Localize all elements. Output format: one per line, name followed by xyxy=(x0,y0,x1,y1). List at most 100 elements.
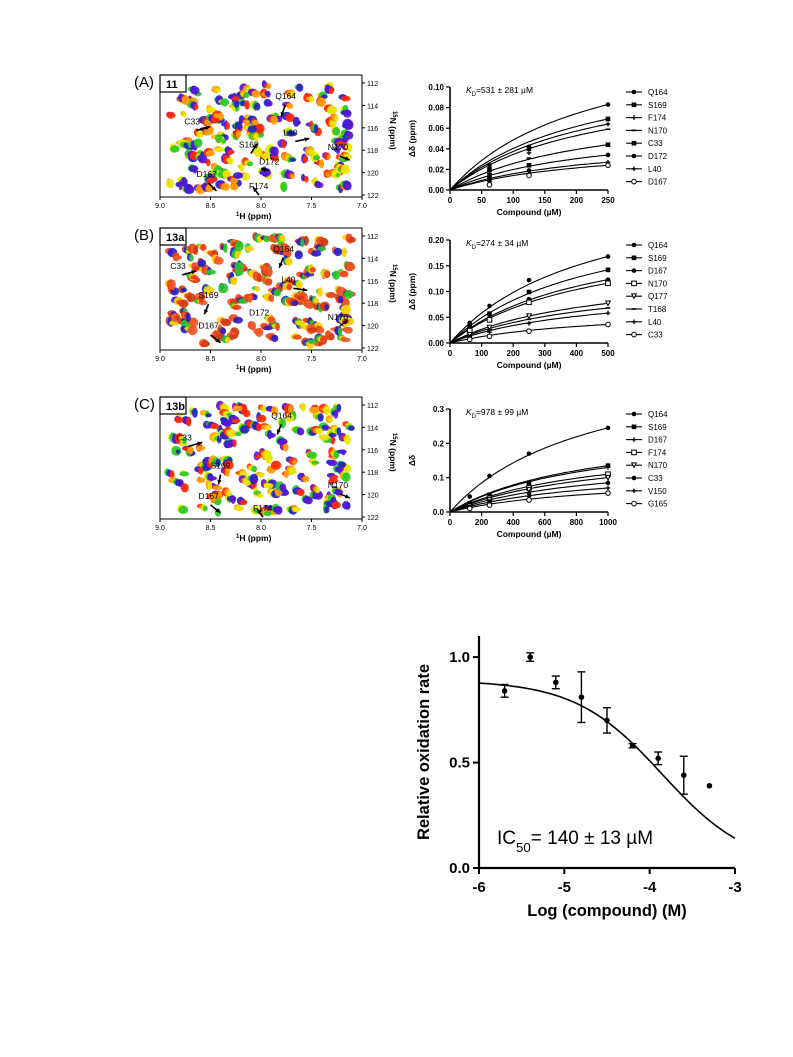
hsqc-peak xyxy=(271,146,279,157)
data-point xyxy=(526,289,532,295)
data-point xyxy=(486,502,493,508)
hsqc-peak xyxy=(275,322,280,331)
hsqc-peak xyxy=(235,431,242,437)
x-tick-label: 200 xyxy=(570,196,584,205)
legend-label: Q164 xyxy=(648,88,668,97)
hsqc-peak xyxy=(333,247,342,257)
legend-marker xyxy=(631,319,637,325)
data-point xyxy=(605,321,611,328)
hsqc-peaks xyxy=(164,400,355,517)
hsqc-peak xyxy=(343,434,351,445)
hsqc-peak xyxy=(230,495,236,504)
hsqc-peak xyxy=(279,483,287,493)
panel-label: (A) xyxy=(134,74,154,91)
x-tick-label: 8.5 xyxy=(206,203,216,210)
residue-label: C33 xyxy=(184,116,200,126)
hsqc-peak xyxy=(290,90,295,98)
hsqc-peak xyxy=(254,123,265,134)
residue-label: N170 xyxy=(328,480,349,490)
x-tick-label: -6 xyxy=(472,879,485,896)
y-axis-label-part: 15 xyxy=(391,111,397,118)
hsqc-peak xyxy=(311,460,320,465)
hsqc-peak xyxy=(273,288,281,297)
fit-curve xyxy=(449,128,609,191)
y-tick-label: 0.00 xyxy=(428,186,444,195)
residue-label: D172 xyxy=(259,157,280,167)
hsqc-peak xyxy=(267,432,276,438)
hsqc-peak xyxy=(315,428,323,435)
data-point xyxy=(605,490,611,496)
legend-marker xyxy=(631,102,637,108)
legend-marker xyxy=(631,500,637,507)
x-tick-label: 400 xyxy=(570,349,584,358)
hsqc-peak xyxy=(333,409,339,419)
hsqc-peak xyxy=(240,499,248,505)
data-point xyxy=(604,474,612,482)
hsqc-peak xyxy=(318,159,325,169)
x-tick-label: 7.0 xyxy=(357,356,367,363)
hsqc-peak xyxy=(239,403,248,414)
hsqc-peak xyxy=(347,236,357,243)
hsqc-peak xyxy=(327,459,338,467)
hsqc-peak xyxy=(270,115,279,125)
hsqc-peak xyxy=(193,245,199,255)
y-tick-label: 0.04 xyxy=(428,145,444,154)
ic50-plot: -6 -5 -4 -3 0.0 0.5 1.0 Log (compound) (M) Relat… xyxy=(415,636,742,920)
legend-marker xyxy=(631,255,637,261)
y-tick-label: 0.5 xyxy=(449,755,470,772)
legend-label: D167 xyxy=(648,178,668,187)
y-axis-label-part: N (ppm) xyxy=(388,440,398,472)
legend-marker xyxy=(631,89,637,95)
hsqc-peak xyxy=(280,181,288,193)
data-point xyxy=(487,174,492,179)
x-tick-label: 9.0 xyxy=(155,203,165,210)
y-tick-label: 0.10 xyxy=(428,288,444,297)
hsqc-peak xyxy=(266,83,272,90)
legend-label: L40 xyxy=(648,165,662,174)
arrow-head xyxy=(304,137,310,142)
y-axis-label: Δδ (ppm) xyxy=(407,120,417,157)
arrow-head xyxy=(261,167,266,172)
hsqc-peak xyxy=(340,304,351,315)
hsqc-peak xyxy=(242,172,250,181)
hsqc-peak xyxy=(261,405,267,413)
y-tick-label: 0.00 xyxy=(428,339,444,348)
hsqc-peak xyxy=(343,464,352,473)
hsqc-peak xyxy=(225,337,231,344)
hsqc-peak xyxy=(279,234,286,244)
legend-marker xyxy=(631,242,637,248)
data-point xyxy=(487,311,492,316)
residue-label: D167 xyxy=(196,169,217,179)
fit-curve xyxy=(449,255,609,344)
legend-label: C33 xyxy=(648,139,663,148)
residue-label: Q164 xyxy=(275,91,296,101)
hsqc-peak xyxy=(175,479,181,487)
x-axis-label: Log (compound) (M) xyxy=(527,902,686,920)
y-axis-label: Δδ xyxy=(407,455,417,466)
x-tick-label: 250 xyxy=(601,196,615,205)
hsqc-peak xyxy=(323,405,331,415)
hsqc-peak xyxy=(206,158,211,167)
kd-value-part: K xyxy=(466,238,472,248)
hsqc-peak xyxy=(348,425,355,431)
hsqc-peak xyxy=(328,417,334,423)
hsqc-peak xyxy=(220,417,228,423)
hsqc-peak xyxy=(225,442,234,448)
y-tick-label: 120 xyxy=(367,171,379,178)
hsqc-peak xyxy=(183,178,188,187)
y-tick-label: 112 xyxy=(367,403,378,410)
y-tick-label: 114 xyxy=(367,103,378,110)
hsqc-peak xyxy=(174,416,184,424)
hsqc-peak xyxy=(207,476,218,481)
data-point xyxy=(604,717,610,724)
hsqc-peak xyxy=(313,297,319,304)
hsqc-peak xyxy=(290,173,296,179)
y-tick-label: 0.05 xyxy=(428,313,444,322)
legend-label: Q164 xyxy=(648,241,668,250)
data-point xyxy=(466,505,473,512)
hsqc-peaks xyxy=(166,80,354,195)
kd-value-part: =531 ± 281 µM xyxy=(476,85,533,95)
ic50-value-part: 50 xyxy=(516,840,531,855)
hsqc-peak xyxy=(214,147,225,153)
hsqc-peak xyxy=(173,255,182,260)
